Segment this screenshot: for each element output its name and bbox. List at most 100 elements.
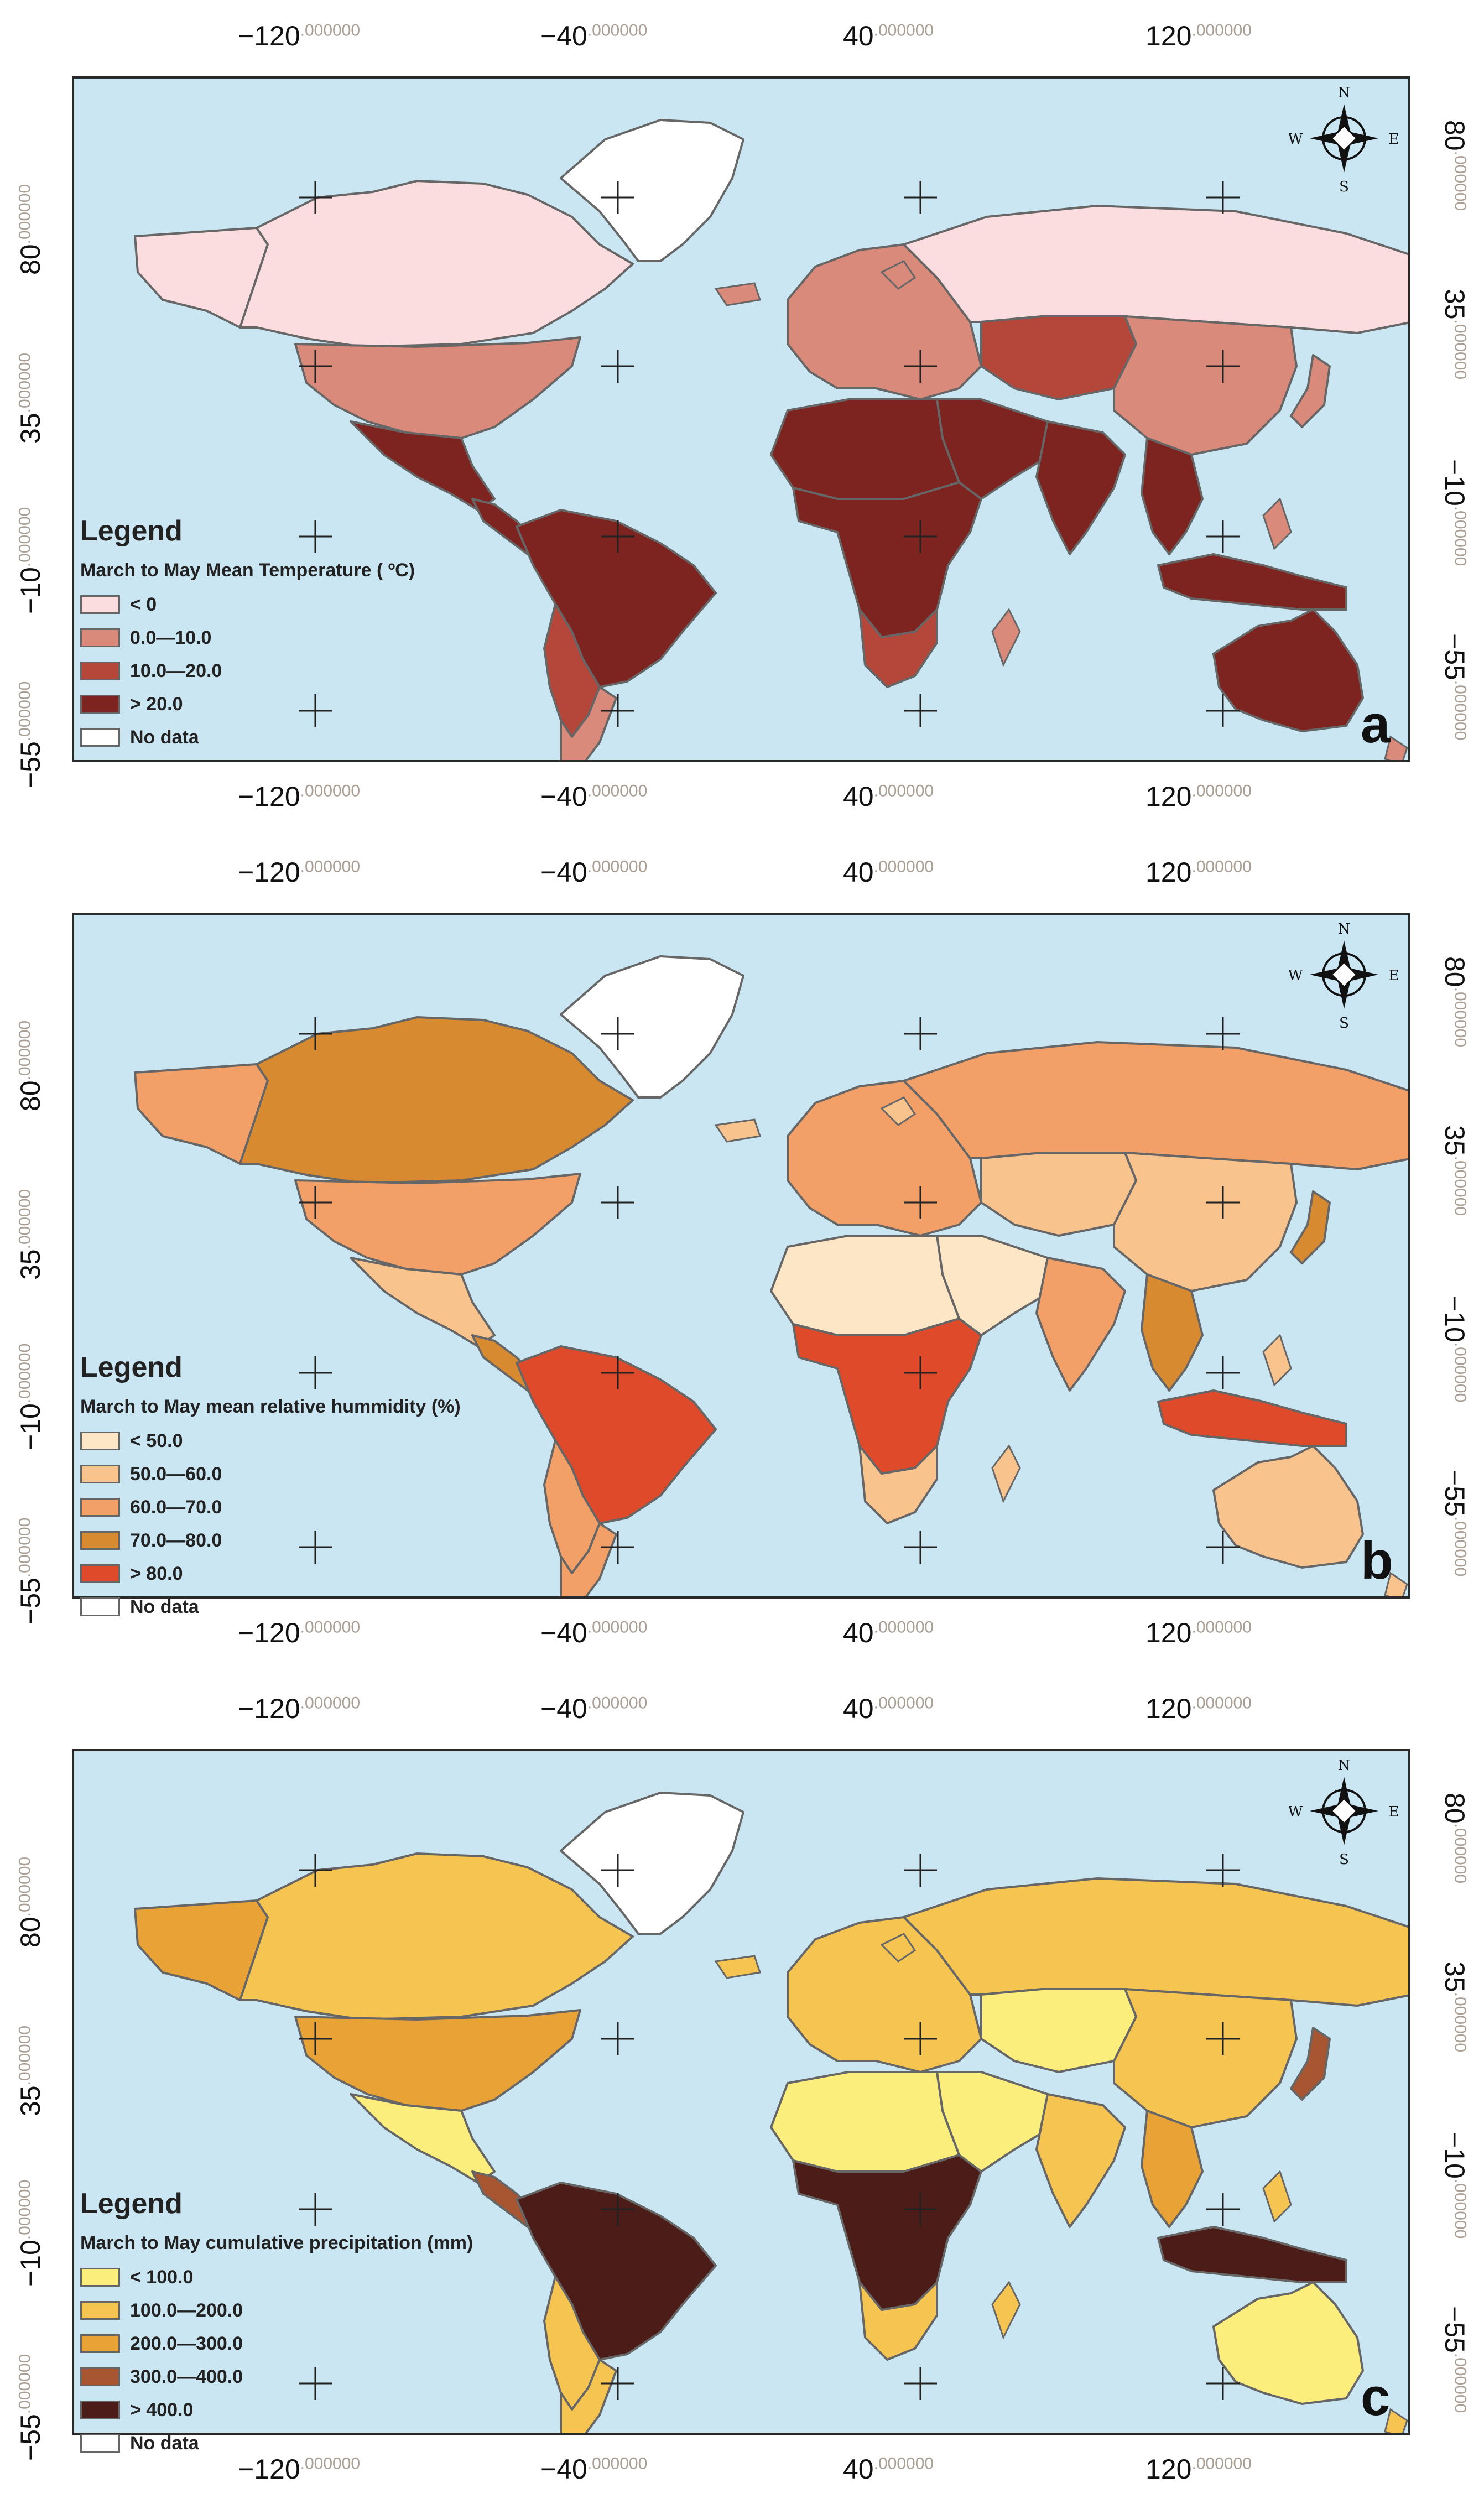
tick-decimals: .000000: [1451, 319, 1470, 380]
tick-decimals: .000000: [15, 2354, 34, 2414]
tick-value: −55: [1439, 633, 1470, 680]
legend-label: No data: [130, 727, 199, 748]
tick-decimals: .000000: [15, 1517, 34, 1578]
graticule-cross: [904, 1017, 937, 1050]
graticule-cross: [601, 2193, 634, 2226]
y-tick-rot: 35.000000: [15, 2026, 46, 2116]
region-australia: [1212, 2281, 1364, 2405]
tick-value: −40: [540, 2454, 587, 2485]
island: [714, 1118, 761, 1143]
region-greenland: [560, 1792, 744, 1935]
graticule-cross: [299, 1854, 332, 1887]
tick-value: 35: [15, 2085, 46, 2116]
tick-value: 40: [843, 781, 874, 812]
compass-e: E: [1389, 967, 1399, 984]
legend-label: > 400.0: [130, 2399, 194, 2420]
legend-swatch: [80, 1564, 120, 1583]
region-indonesia: [1157, 1389, 1347, 1447]
island: [880, 260, 917, 290]
region-russia: [903, 205, 1408, 334]
tick-value: −10: [15, 2240, 46, 2287]
graticule-cross: [1206, 2367, 1240, 2400]
region-australia: [1212, 1445, 1364, 1569]
graticule-cross: [601, 1017, 634, 1050]
legend-label: < 0: [130, 594, 157, 615]
graticule-cross: [299, 2193, 332, 2226]
tick-value: 80: [1439, 1793, 1470, 1824]
region-greenland: [560, 955, 744, 1099]
island: [714, 1955, 761, 1979]
y-tick-rot: −10.000000: [15, 507, 46, 614]
region-central-asia: [980, 1152, 1137, 1237]
tick-value: −120: [238, 2454, 300, 2485]
graticule-cross: [299, 181, 332, 214]
x-tick-label-top: 120.000000: [1145, 858, 1252, 886]
region-australia: [1212, 608, 1364, 732]
legend-swatch: [80, 728, 120, 747]
graticule-cross: [904, 1531, 937, 1564]
graticule-cross: [1206, 181, 1240, 214]
y-tick-rot: −55.000000: [1439, 2306, 1470, 2413]
legend-swatch: [80, 2401, 120, 2419]
region-usa: [294, 336, 581, 439]
legend-label: 100.0—200.0: [130, 2300, 243, 2321]
region-china: [1113, 315, 1298, 456]
island: [880, 1096, 917, 1126]
graticule-cross: [1206, 1186, 1240, 1219]
island: [880, 1933, 917, 1963]
y-tick-rot: −10.000000: [15, 1344, 46, 1450]
y-tick-rot: −55.000000: [1439, 633, 1470, 740]
y-tick-rot: 80.000000: [1439, 956, 1470, 1047]
compass-w: W: [1289, 1804, 1303, 1820]
x-tick-label-bottom: −40.000000: [540, 783, 647, 810]
x-tick-label-bottom: −120.000000: [238, 2455, 360, 2483]
tick-value: 120: [1145, 1617, 1192, 1648]
tick-value: −55: [15, 1578, 46, 1625]
legend-swatch: [80, 1531, 120, 1550]
tick-value: 80: [15, 1917, 46, 1948]
graticule-cross: [601, 2022, 634, 2055]
region-africa: [792, 1318, 982, 1475]
compass-center: [1330, 124, 1358, 152]
world-map: [134, 1792, 1408, 2433]
legend-label: 200.0—300.0: [130, 2333, 243, 2354]
tick-value: −120: [238, 20, 300, 51]
x-tick-label-top: 40.000000: [843, 22, 934, 50]
graticule-cross: [601, 1186, 634, 1219]
x-tick-label-top: −40.000000: [540, 22, 647, 50]
region-africa: [792, 2154, 982, 2311]
compass-w: W: [1289, 967, 1303, 984]
graticule-cross: [1206, 1356, 1240, 1389]
legend-swatch: [80, 2268, 120, 2287]
legend-label: > 80.0: [130, 1563, 183, 1584]
tick-decimals: .000000: [587, 1694, 648, 1712]
x-tick-label-top: −40.000000: [540, 1695, 647, 1722]
region-patagonia: [560, 2359, 617, 2433]
graticule-cross: [601, 350, 634, 383]
tick-decimals: .000000: [15, 1189, 34, 1250]
legend-swatch: [80, 2301, 120, 2320]
x-tick-label-top: −40.000000: [540, 858, 647, 886]
region-europe: [787, 1916, 982, 2073]
legend-swatch: [80, 1432, 120, 1450]
y-tick-rot: −10.000000: [1439, 1295, 1470, 1403]
y-tick-rot: −55.000000: [15, 2354, 46, 2461]
graticule-cross: [299, 1356, 332, 1389]
tick-value: 120: [1145, 2454, 1192, 2485]
tick-decimals: .000000: [873, 1618, 934, 1637]
graticule-cross: [904, 694, 937, 727]
tick-decimals: .000000: [300, 782, 361, 800]
y-tick-rot: −55.000000: [15, 1517, 46, 1625]
x-tick-label-bottom: 120.000000: [1145, 1619, 1252, 1647]
island: [991, 608, 1021, 667]
tick-decimals: .000000: [587, 21, 648, 40]
x-tick-label-top: 40.000000: [843, 858, 934, 886]
x-tick-label-bottom: 40.000000: [843, 2455, 934, 2483]
tick-decimals: .000000: [587, 782, 648, 800]
tick-decimals: .000000: [1451, 1342, 1470, 1403]
graticule-cross: [601, 181, 634, 214]
graticule-cross: [1206, 694, 1240, 727]
tick-value: −40: [540, 1693, 587, 1724]
legend-title: Legend: [80, 1351, 183, 1383]
tick-decimals: .000000: [15, 2179, 34, 2240]
